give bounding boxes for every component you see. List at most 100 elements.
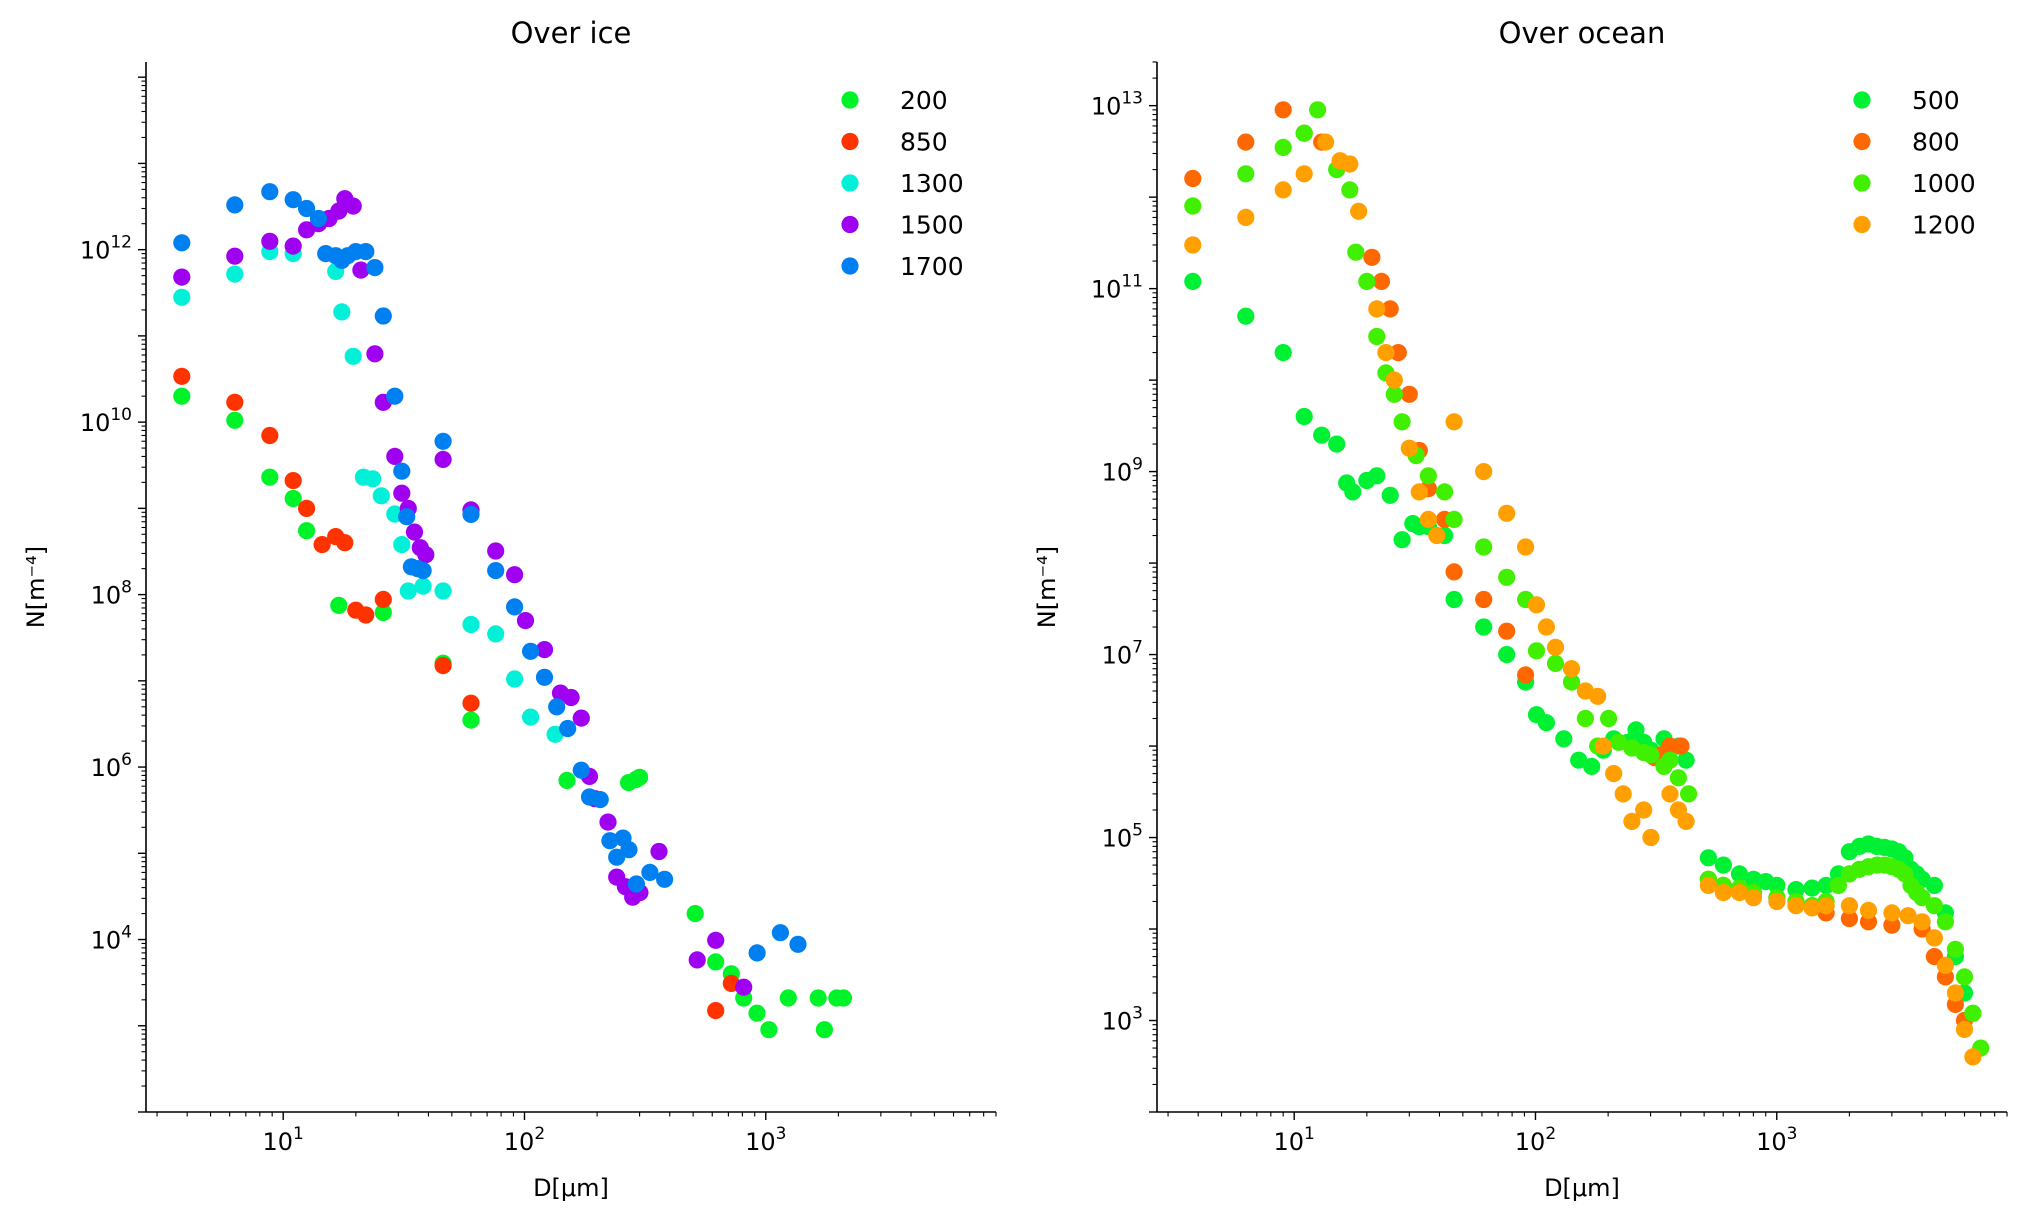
data-point [309, 209, 328, 228]
legend-label: 500 [1912, 86, 1960, 115]
data-point [414, 562, 432, 580]
data-point [1925, 929, 1943, 947]
data-point [226, 196, 244, 214]
data-point [1817, 897, 1835, 915]
data-point [599, 813, 617, 831]
data-point [333, 303, 351, 321]
data-point [1677, 751, 1695, 769]
legend-marker [1853, 132, 1871, 151]
data-point [1642, 828, 1660, 847]
data-point [559, 719, 577, 738]
data-point [487, 625, 505, 643]
data-point [1184, 197, 1202, 215]
x-tick-label: 103 [745, 1124, 786, 1156]
y-tick-label: 103 [1102, 1004, 1143, 1036]
data-point [631, 768, 649, 786]
legend-label: 1000 [1912, 169, 1976, 198]
legend-label: 1200 [1912, 211, 1976, 240]
data-point [601, 832, 619, 850]
data-point [1964, 1048, 1982, 1066]
data-point [1328, 435, 1346, 453]
data-point [572, 761, 590, 779]
x-tick-label: 101 [1274, 1124, 1315, 1156]
data-point [535, 641, 554, 659]
y-tick-label: 104 [91, 923, 132, 955]
data-point [1537, 714, 1555, 732]
data-point [1184, 272, 1202, 290]
data-point [1829, 876, 1847, 895]
data-point [1445, 563, 1463, 581]
series-1700 [173, 183, 807, 962]
data-point [815, 1021, 834, 1039]
series-1200 [1184, 133, 1982, 1066]
data-point [1955, 1020, 1974, 1038]
data-point [558, 771, 576, 790]
legend: 200 850 1300 1500 1700 [841, 86, 964, 281]
legend-marker [841, 132, 859, 151]
legend-marker [841, 257, 859, 275]
data-point [522, 708, 540, 726]
data-point [1475, 538, 1493, 556]
data-point [1936, 913, 1954, 931]
data-point [505, 566, 524, 584]
data-point [535, 668, 554, 686]
data-point [487, 562, 505, 580]
data-point [1600, 709, 1618, 728]
data-point [1237, 165, 1255, 183]
data-point [173, 367, 191, 385]
data-point [1313, 426, 1331, 444]
data-point [1576, 709, 1594, 728]
data-point [1699, 849, 1717, 867]
panel-ice: Over ice 101 102 103 104 106 108 1010 1012 D[μm] N… [22, 16, 997, 1202]
data-point [344, 347, 362, 365]
data-point [1475, 463, 1493, 481]
data-point [1555, 730, 1573, 748]
data-point [1913, 889, 1931, 907]
data-point [1377, 344, 1395, 362]
data-point [1498, 646, 1516, 664]
data-point [1803, 899, 1821, 917]
data-point [1840, 910, 1858, 928]
data-point [707, 953, 725, 971]
data-point [364, 470, 382, 488]
data-point [374, 603, 392, 622]
data-point [505, 598, 524, 616]
data-point [1594, 737, 1612, 755]
data-point [1537, 618, 1555, 636]
x-tick-label: 102 [504, 1124, 545, 1156]
data-point [1527, 596, 1546, 614]
data-point [374, 307, 392, 325]
data-point [374, 590, 392, 609]
data-point [1605, 765, 1623, 783]
data-point [591, 791, 609, 809]
data-point [1546, 654, 1565, 673]
data-point [284, 472, 302, 490]
panel-ocean: Over ocean 101 102 103 103 105 107 109 1011 1013 D… [1033, 16, 2008, 1202]
data-point [1899, 907, 1917, 925]
data-point [284, 489, 302, 508]
data-point [1623, 812, 1641, 831]
data-point [1381, 300, 1399, 318]
legend-marker [841, 215, 859, 234]
data-point [505, 670, 524, 688]
data-point [1610, 733, 1628, 751]
data-point [1562, 673, 1581, 691]
data-point [173, 288, 191, 306]
legend-label: 800 [1912, 128, 1960, 157]
data-point [1883, 904, 1901, 922]
legend-label: 1300 [900, 169, 964, 198]
data-point [414, 577, 432, 595]
y-tick-label: 105 [1102, 821, 1143, 853]
data-point [261, 183, 279, 201]
data-point [405, 523, 424, 541]
data-point [809, 989, 827, 1007]
data-point [1787, 897, 1805, 915]
data-point [1672, 737, 1690, 755]
data-point [1341, 155, 1359, 173]
data-point [393, 484, 411, 502]
data-point [1393, 413, 1411, 431]
data-point [1642, 746, 1660, 764]
data-point [650, 842, 668, 861]
data-point [1669, 769, 1687, 787]
data-point [1475, 590, 1493, 609]
